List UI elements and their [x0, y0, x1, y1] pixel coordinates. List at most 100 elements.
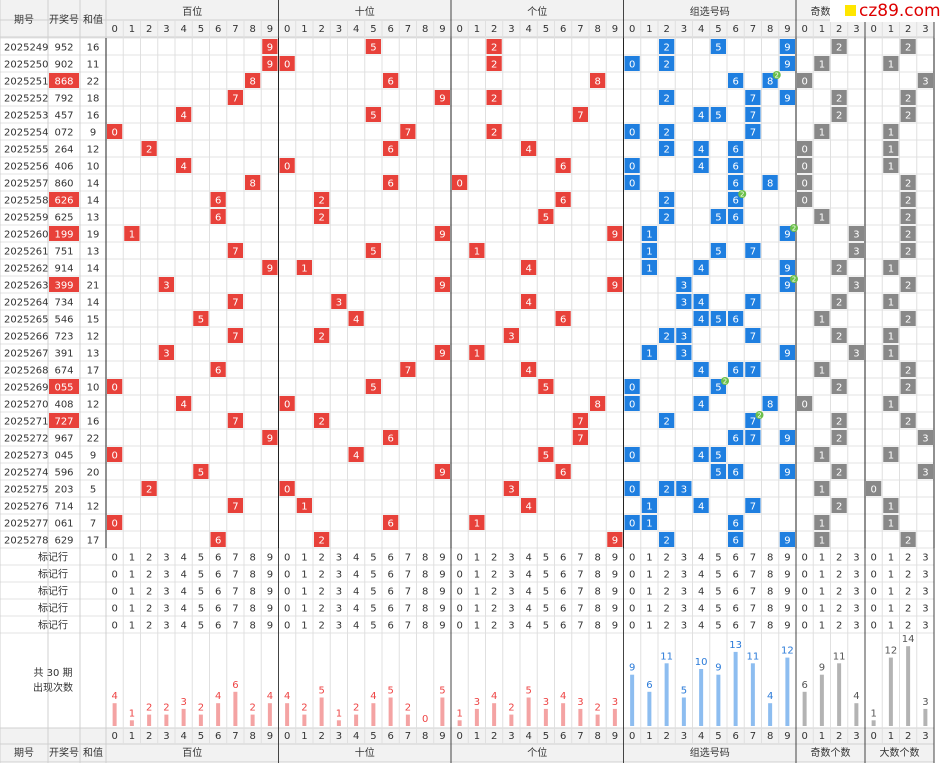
digit-header: 5: [715, 731, 721, 742]
digit-header: 9: [612, 731, 618, 742]
count-cell-text: 1: [819, 485, 825, 496]
count-cell-text: 2: [836, 111, 842, 122]
count-cell: [797, 73, 813, 88]
count-cell-text: 0: [870, 485, 876, 496]
marker-digit: 5: [198, 604, 204, 615]
group-digit: [745, 328, 761, 343]
logo-square: [845, 5, 856, 16]
sum: 11: [87, 60, 100, 71]
count-cell: [883, 124, 899, 139]
marker-digit: 7: [405, 604, 411, 615]
position-digit: [469, 243, 485, 258]
group-digit: [624, 158, 640, 173]
marker-digit: 3: [163, 570, 169, 581]
repeat-badge-text: 2: [792, 225, 796, 233]
digit-header: 4: [698, 24, 704, 35]
count-bar: [509, 714, 514, 726]
position-digit: [158, 277, 174, 292]
digit-header: 1: [129, 24, 135, 35]
position-digit-text: 4: [525, 502, 531, 513]
position-digit-text: 0: [111, 519, 117, 530]
count-cell-text: 2: [836, 434, 842, 445]
position-digit: [469, 345, 485, 360]
marker-digit: 6: [732, 604, 738, 615]
period: 2025264: [4, 298, 49, 309]
position-digit: [158, 345, 174, 360]
count-cell-text: 3: [853, 349, 859, 360]
position-digit-text: 9: [439, 349, 445, 360]
group-digit-text: 0: [629, 128, 635, 139]
column-header: 期号: [14, 14, 34, 26]
group3-bg: [49, 73, 79, 88]
digit-header: 0: [456, 24, 462, 35]
marker-digit: 2: [318, 570, 324, 581]
marker-digit: 8: [249, 553, 255, 564]
group-digit-text: 0: [629, 400, 635, 411]
period: 2025254: [4, 128, 49, 139]
marker-digit: 8: [767, 604, 773, 615]
group-digit: [728, 73, 744, 88]
sum: 14: [87, 264, 100, 275]
repeat-badge: [721, 377, 729, 385]
count-cell: [848, 226, 864, 241]
digit-header: 1: [646, 24, 652, 35]
marker-digit: 0: [801, 587, 807, 598]
count-cell-text: 2: [905, 179, 911, 190]
group-digit: [659, 124, 675, 139]
count-cell-text: 1: [888, 162, 894, 173]
position-digit: [210, 362, 226, 377]
group-digit-text: 6: [732, 213, 738, 224]
position-digit-text: 0: [111, 128, 117, 139]
marker-digit: 3: [922, 621, 928, 632]
group-digit-text: 7: [750, 417, 756, 428]
position-digit: [590, 73, 606, 88]
draw-number: 625: [54, 213, 73, 224]
group-digit-text: 5: [715, 43, 721, 54]
position-digit: [555, 464, 571, 479]
count-label: 11: [833, 651, 846, 662]
digit-header: 6: [215, 731, 221, 742]
count-bar: [405, 714, 410, 726]
group-digit-text: 2: [663, 485, 669, 496]
digit-header: 0: [629, 24, 635, 35]
count-label: 0: [422, 714, 428, 725]
count-cell: [814, 447, 830, 462]
count-cell: [883, 141, 899, 156]
count-bar: [147, 714, 152, 726]
group-digit: [728, 362, 744, 377]
digit-header: 2: [146, 731, 152, 742]
digit-header: 0: [111, 24, 117, 35]
digit-header: 9: [612, 24, 618, 35]
count-cell: [900, 362, 916, 377]
count-cell: [883, 56, 899, 71]
count-label: 1: [129, 708, 135, 719]
count-cell-text: 1: [819, 366, 825, 377]
marker-digit: 9: [612, 621, 618, 632]
count-cell-text: 2: [836, 94, 842, 105]
marker-digit: 8: [767, 553, 773, 564]
marker-digit: 6: [387, 570, 393, 581]
marker-digit: 2: [146, 621, 152, 632]
marker-digit: 0: [629, 621, 635, 632]
draw-number: 061: [54, 519, 73, 530]
count-cell: [900, 243, 916, 258]
digit-header: 7: [750, 731, 756, 742]
count-cell-text: 3: [922, 77, 928, 88]
repeat-badge-text: 2: [792, 276, 796, 284]
marker-digit: 1: [301, 604, 307, 615]
draw-number: 967: [54, 434, 73, 445]
marker-digit: 8: [767, 570, 773, 581]
count-cell: [883, 260, 899, 275]
position-digit-text: 5: [370, 43, 376, 54]
group-digit-text: 3: [681, 281, 687, 292]
digit-header: 0: [801, 731, 807, 742]
marker-digit: 0: [456, 621, 462, 632]
count-cell-text: 2: [836, 298, 842, 309]
count-cell-text: 0: [801, 162, 807, 173]
digit-header: 5: [543, 731, 549, 742]
marker-digit: 8: [594, 570, 600, 581]
position-digit-text: 2: [318, 417, 324, 428]
group-digit-text: 4: [698, 264, 704, 275]
group-digit: [693, 107, 709, 122]
